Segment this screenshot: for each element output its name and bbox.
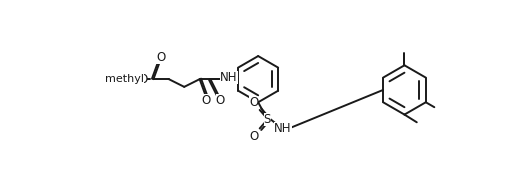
Text: O: O <box>216 94 225 107</box>
Text: NH: NH <box>220 71 238 84</box>
Text: O: O <box>249 130 258 143</box>
Text: O: O <box>249 96 258 109</box>
Text: O: O <box>156 51 165 64</box>
Text: NH: NH <box>274 122 291 135</box>
Text: O: O <box>138 73 147 86</box>
Text: methyl: methyl <box>105 74 144 84</box>
Text: O: O <box>201 94 211 107</box>
Text: S: S <box>264 113 271 126</box>
